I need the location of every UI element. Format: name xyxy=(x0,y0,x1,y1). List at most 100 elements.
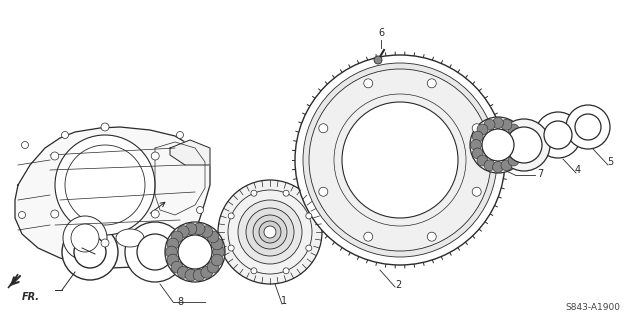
Circle shape xyxy=(364,232,372,241)
Circle shape xyxy=(177,132,184,139)
Circle shape xyxy=(470,140,481,150)
Circle shape xyxy=(251,190,257,196)
Polygon shape xyxy=(170,140,210,165)
Circle shape xyxy=(428,232,436,241)
Circle shape xyxy=(477,124,488,135)
Circle shape xyxy=(167,254,179,266)
Circle shape xyxy=(55,135,155,235)
Circle shape xyxy=(508,155,519,166)
Text: 8: 8 xyxy=(177,297,183,307)
Circle shape xyxy=(201,267,212,278)
Circle shape xyxy=(498,119,550,171)
Circle shape xyxy=(228,213,234,219)
Text: 2: 2 xyxy=(395,280,401,290)
Circle shape xyxy=(137,234,173,270)
Circle shape xyxy=(51,152,59,160)
Text: 5: 5 xyxy=(607,157,613,167)
Circle shape xyxy=(283,190,289,196)
Circle shape xyxy=(566,105,610,149)
Circle shape xyxy=(535,112,581,158)
Circle shape xyxy=(508,124,519,135)
Circle shape xyxy=(238,200,302,264)
Circle shape xyxy=(211,238,223,250)
Circle shape xyxy=(251,268,257,274)
Circle shape xyxy=(151,210,159,218)
Circle shape xyxy=(211,254,223,266)
Text: S843-A1900: S843-A1900 xyxy=(565,303,620,312)
Circle shape xyxy=(185,269,197,281)
Circle shape xyxy=(212,246,225,258)
Text: FR.: FR. xyxy=(22,292,40,302)
Circle shape xyxy=(472,131,483,142)
Circle shape xyxy=(125,222,185,282)
Circle shape xyxy=(472,148,483,159)
Polygon shape xyxy=(15,127,210,268)
Circle shape xyxy=(470,117,526,173)
Circle shape xyxy=(303,63,497,257)
Circle shape xyxy=(193,223,205,235)
Circle shape xyxy=(428,79,436,88)
Circle shape xyxy=(493,162,504,172)
Circle shape xyxy=(472,124,481,133)
Circle shape xyxy=(477,155,488,166)
Circle shape xyxy=(218,180,322,284)
Circle shape xyxy=(306,245,312,251)
Circle shape xyxy=(482,129,514,161)
Circle shape xyxy=(484,119,495,130)
Circle shape xyxy=(185,223,197,235)
Circle shape xyxy=(193,269,205,281)
Circle shape xyxy=(306,213,312,219)
Circle shape xyxy=(283,268,289,274)
Circle shape xyxy=(63,216,107,260)
Text: 3: 3 xyxy=(87,212,93,222)
Circle shape xyxy=(74,236,106,268)
Circle shape xyxy=(295,55,505,265)
Circle shape xyxy=(201,226,212,237)
Circle shape xyxy=(501,160,512,171)
Circle shape xyxy=(319,124,328,133)
Circle shape xyxy=(515,140,525,150)
Circle shape xyxy=(493,117,504,128)
Circle shape xyxy=(364,79,372,88)
Circle shape xyxy=(207,261,219,273)
Circle shape xyxy=(101,239,109,247)
Circle shape xyxy=(264,226,276,238)
Circle shape xyxy=(19,212,26,219)
Circle shape xyxy=(178,235,212,269)
Circle shape xyxy=(253,215,287,249)
Circle shape xyxy=(101,123,109,131)
Circle shape xyxy=(544,121,572,149)
Circle shape xyxy=(62,224,118,280)
Circle shape xyxy=(177,267,189,278)
Circle shape xyxy=(342,102,458,218)
Circle shape xyxy=(165,222,225,282)
Circle shape xyxy=(513,148,524,159)
Circle shape xyxy=(51,210,59,218)
Text: 1: 1 xyxy=(281,296,287,306)
Circle shape xyxy=(506,127,542,163)
Text: 6: 6 xyxy=(378,28,384,38)
Circle shape xyxy=(501,119,512,130)
Circle shape xyxy=(166,246,177,258)
Circle shape xyxy=(484,160,495,171)
Text: 4: 4 xyxy=(575,165,581,175)
Circle shape xyxy=(309,69,491,251)
Polygon shape xyxy=(8,274,18,288)
Circle shape xyxy=(171,261,183,273)
Circle shape xyxy=(196,206,204,213)
Circle shape xyxy=(151,152,159,160)
Circle shape xyxy=(472,187,481,196)
Circle shape xyxy=(177,226,189,237)
Ellipse shape xyxy=(116,229,144,247)
Circle shape xyxy=(259,221,281,243)
Circle shape xyxy=(207,231,219,243)
Circle shape xyxy=(22,141,29,148)
Circle shape xyxy=(71,224,99,252)
Text: 7: 7 xyxy=(537,169,543,179)
Circle shape xyxy=(228,245,234,251)
Circle shape xyxy=(246,208,294,256)
Circle shape xyxy=(171,231,183,243)
Circle shape xyxy=(167,238,179,250)
Circle shape xyxy=(61,132,68,139)
Circle shape xyxy=(374,56,382,64)
